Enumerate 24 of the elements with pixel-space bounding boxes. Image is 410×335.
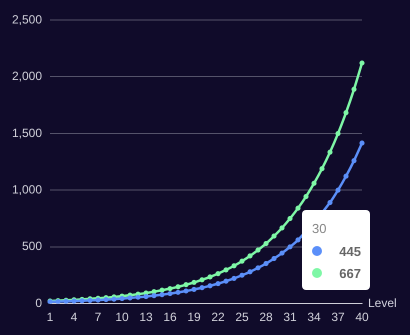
y-tick-label: 500 <box>22 239 42 254</box>
x-tick-label: 22 <box>211 310 226 324</box>
annotation: 30 <box>312 220 326 236</box>
y-tick-label: 1,000 <box>12 182 42 196</box>
annotation: 445 <box>339 244 361 258</box>
x-tick-label: 7 <box>94 310 102 324</box>
x-tick-label: 40 <box>355 310 369 324</box>
x-tick-label: 1 <box>46 310 54 324</box>
y-tick-label: 2,500 <box>12 12 42 26</box>
x-tick-label: 37 <box>331 310 345 324</box>
y-tick-label: 1,500 <box>12 126 42 140</box>
x-tick-label: 4 <box>70 310 78 324</box>
x-tick-label: 13 <box>139 310 154 324</box>
x-tick-label: 10 <box>115 310 130 324</box>
y-tick-label: 0 <box>35 296 42 310</box>
x-axis-title: Level <box>368 296 397 310</box>
x-tick-label: 16 <box>163 310 178 324</box>
x-tick-label: 34 <box>307 310 321 324</box>
x-tick-label: 19 <box>187 310 202 324</box>
x-tick-label: 31 <box>283 310 297 324</box>
x-tick-label: 28 <box>259 310 274 324</box>
annotation: 667 <box>339 266 361 280</box>
y-tick-label: 2,000 <box>12 69 42 84</box>
x-tick-label: 25 <box>235 310 250 324</box>
